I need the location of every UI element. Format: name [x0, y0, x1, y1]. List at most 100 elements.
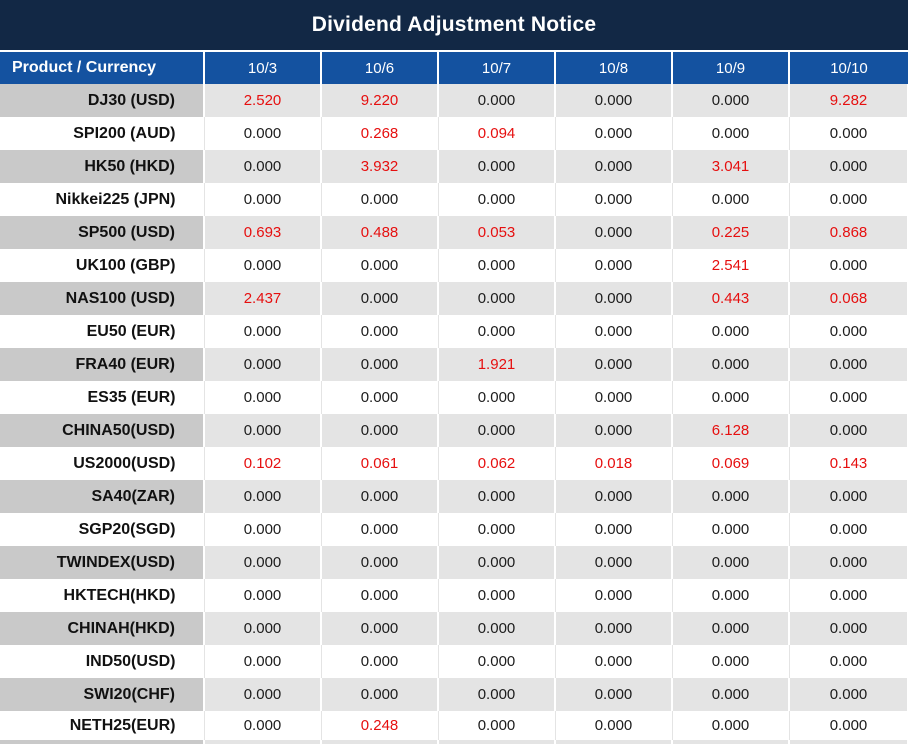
value-cell: 0.000 [555, 579, 673, 612]
value-cell: 0.000 [555, 84, 673, 117]
table-row: Nikkei225 (JPN) 0.000 0.000 0.000 0.000 0.000… [0, 183, 908, 216]
table-row: HKTECH(HKD) 0.000 0.000 0.000 0.000 0.000 0.00… [0, 579, 908, 612]
table-row: SA40(ZAR) 0.000 0.000 0.000 0.000 0.000 0.000 [0, 480, 908, 513]
column-header-date: 10/3 [204, 52, 322, 84]
row-label-cell: EU50 (EUR) [0, 315, 205, 348]
row-label-cell: ES35 (EUR) [0, 381, 205, 414]
dividend-table: Product / Currency 10/3 10/6 10/7 10/8 1… [0, 52, 908, 744]
value-cell: 0.000 [672, 117, 790, 150]
value-cell: 0.000 [789, 315, 908, 348]
value-cell: 0.000 [438, 645, 556, 678]
value-cell: 0.000 [672, 579, 790, 612]
value-cell: 0.018 [555, 447, 673, 480]
value-cell: 0.000 [672, 645, 790, 678]
table-row: CHINAH(HKD) 0.000 0.000 0.000 0.000 0.000 0.00… [0, 612, 908, 645]
value-cell: 0.000 [789, 612, 908, 645]
value-cell: 0.000 [321, 315, 439, 348]
value-cell: 9.282 [789, 84, 908, 117]
table-row: SWI20(CHF) 0.000 0.000 0.000 0.000 0.000 0.000 [0, 678, 908, 711]
value-cell: 0.000 [204, 315, 322, 348]
table-header-row: Product / Currency 10/3 10/6 10/7 10/8 1… [0, 52, 908, 84]
row-label-cell: Nikkei225 (JPN) [0, 183, 205, 216]
row-label-cell: US2000(USD) [0, 447, 205, 480]
value-cell: 0.000 [204, 117, 322, 150]
row-label-cell: SGP20(SGD) [0, 513, 205, 546]
value-cell: 0.000 [321, 249, 439, 282]
value-cell: 0.000 [321, 546, 439, 579]
table-row: DJ30 (USD) 2.520 9.220 0.000 0.000 0.000 9.282 [0, 84, 908, 117]
value-cell: 2.541 [672, 249, 790, 282]
table-row: UK100 (GBP) 0.000 0.000 0.000 0.000 2.541 0.00… [0, 249, 908, 282]
value-cell: 0.000 [438, 546, 556, 579]
value-cell: 0.000 [321, 183, 439, 216]
value-cell: 0.000 [672, 711, 790, 740]
value-cell: 0.000 [321, 678, 439, 711]
value-cell: 0.000 [555, 513, 673, 546]
value-cell: 0.000 [789, 117, 908, 150]
value-cell: 0.000 [321, 348, 439, 381]
value-cell: 0.000 [204, 150, 322, 183]
value-cell: 0.000 [204, 612, 322, 645]
row-label-cell: DJ30 (USD) [0, 84, 205, 117]
value-cell: 0.000 [555, 117, 673, 150]
value-cell: 0.000 [438, 381, 556, 414]
value-cell: 2.437 [204, 282, 322, 315]
value-cell: 0.062 [438, 447, 556, 480]
value-cell: 0.000 [789, 711, 908, 740]
row-label-cell: TWINDEX(USD) [0, 546, 205, 579]
value-cell: 0.000 [672, 348, 790, 381]
table-row: SPI200 (AUD) 0.000 0.268 0.094 0.000 0.000 0.0… [0, 117, 908, 150]
value-cell: 0.000 [555, 183, 673, 216]
value-cell: 0.000 [672, 480, 790, 513]
value-cell: 0.068 [789, 282, 908, 315]
value-cell: 0.000 [789, 513, 908, 546]
value-cell: 1.921 [438, 348, 556, 381]
value-cell: 0.000 [438, 414, 556, 447]
value-cell: 0.000 [789, 150, 908, 183]
value-cell: 0.000 [555, 414, 673, 447]
value-cell: 0.000 [204, 183, 322, 216]
cutoff-row [0, 740, 908, 744]
value-cell: 0.000 [321, 513, 439, 546]
row-label-cell: IND50(USD) [0, 645, 205, 678]
table-row: TWINDEX(USD) 0.000 0.000 0.000 0.000 0.000 0.0… [0, 546, 908, 579]
row-label-cell: CHINAH(HKD) [0, 612, 205, 645]
value-cell [555, 740, 673, 744]
title-bar: Dividend Adjustment Notice [0, 0, 908, 52]
value-cell: 0.000 [321, 612, 439, 645]
value-cell: 0.000 [789, 678, 908, 711]
row-label-cell: CHINA50(USD) [0, 414, 205, 447]
value-cell: 0.000 [555, 711, 673, 740]
value-cell: 0.000 [672, 84, 790, 117]
page-title: Dividend Adjustment Notice [311, 13, 597, 36]
value-cell: 0.000 [555, 546, 673, 579]
value-cell: 9.220 [321, 84, 439, 117]
table-row: SP500 (USD) 0.693 0.488 0.053 0.000 0.225 0.86… [0, 216, 908, 249]
value-cell: 0.000 [438, 282, 556, 315]
value-cell: 0.000 [321, 381, 439, 414]
value-cell: 0.061 [321, 447, 439, 480]
value-cell: 0.000 [672, 612, 790, 645]
row-label-cell: FRA40 (EUR) [0, 348, 205, 381]
table-body: DJ30 (USD) 2.520 9.220 0.000 0.000 0.000 9.282… [0, 84, 908, 744]
value-cell: 0.868 [789, 216, 908, 249]
column-header-date: 10/7 [438, 52, 556, 84]
value-cell: 0.000 [204, 645, 322, 678]
value-cell: 0.069 [672, 447, 790, 480]
row-label-cell: NETH25(EUR) [0, 711, 205, 740]
value-cell: 0.000 [321, 282, 439, 315]
value-cell: 0.000 [438, 84, 556, 117]
value-cell: 0.000 [438, 183, 556, 216]
value-cell: 0.000 [204, 348, 322, 381]
value-cell: 0.000 [438, 315, 556, 348]
table-row: CHINA50(USD) 0.000 0.000 0.000 0.000 6.128 0.0… [0, 414, 908, 447]
value-cell: 0.000 [438, 480, 556, 513]
table-row: NETH25(EUR) 0.000 0.248 0.000 0.000 0.000 0.00… [0, 711, 908, 740]
value-cell: 0.000 [204, 513, 322, 546]
column-header-date: 10/6 [321, 52, 439, 84]
value-cell: 0.000 [204, 480, 322, 513]
value-cell: 0.000 [204, 678, 322, 711]
column-header-date: 10/8 [555, 52, 673, 84]
value-cell [789, 740, 908, 744]
